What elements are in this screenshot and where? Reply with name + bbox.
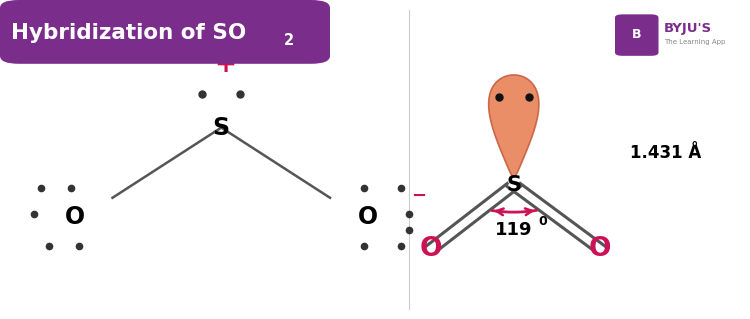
Text: O: O	[420, 236, 442, 262]
Text: 1.431 Å: 1.431 Å	[630, 144, 701, 162]
Text: 2: 2	[284, 33, 294, 48]
FancyBboxPatch shape	[615, 14, 658, 56]
Text: O: O	[589, 236, 611, 262]
Text: B: B	[632, 28, 641, 41]
FancyBboxPatch shape	[0, 0, 330, 64]
Text: −: −	[411, 187, 426, 205]
Text: S: S	[213, 115, 230, 140]
Text: 0: 0	[538, 215, 547, 228]
Text: O: O	[65, 205, 85, 229]
Text: O: O	[358, 205, 377, 229]
Text: +: +	[214, 52, 236, 78]
Text: 119: 119	[495, 221, 532, 239]
Text: The Learning App: The Learning App	[664, 39, 725, 45]
Text: Hybridization of SO: Hybridization of SO	[11, 23, 247, 42]
Text: S: S	[506, 175, 521, 195]
Polygon shape	[489, 75, 538, 177]
Text: BYJU'S: BYJU'S	[664, 22, 712, 34]
